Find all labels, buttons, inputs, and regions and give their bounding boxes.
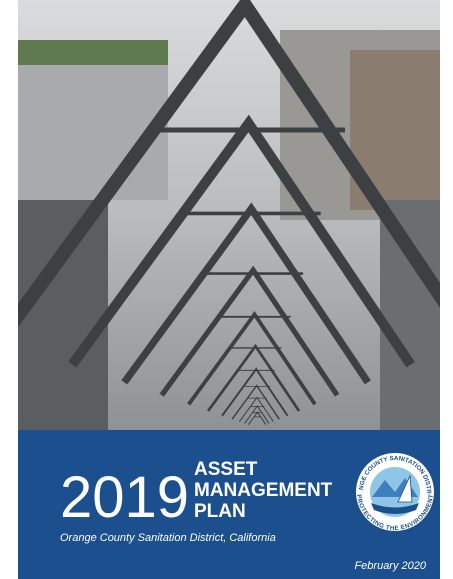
title-line: PLAN [194,501,246,522]
year: 2019 [60,465,189,530]
date: February 2020 [354,560,426,572]
truss-frame [121,202,371,385]
truss-frame [187,311,317,406]
truss-frame [247,411,267,426]
truss-frame [221,367,289,417]
truss-frame [159,265,340,397]
truss-frame [238,396,274,422]
organization: Orange County Sanitation District, Calif… [60,532,276,544]
truss-frame [231,384,280,420]
cover-photo [18,0,440,430]
truss-frame [68,114,415,368]
title-line: ASSET [194,459,258,480]
truss-frame [244,405,270,424]
truss-frame [18,0,440,328]
truss-frame [206,343,301,412]
title-line: MANAGEMENT [194,480,333,501]
